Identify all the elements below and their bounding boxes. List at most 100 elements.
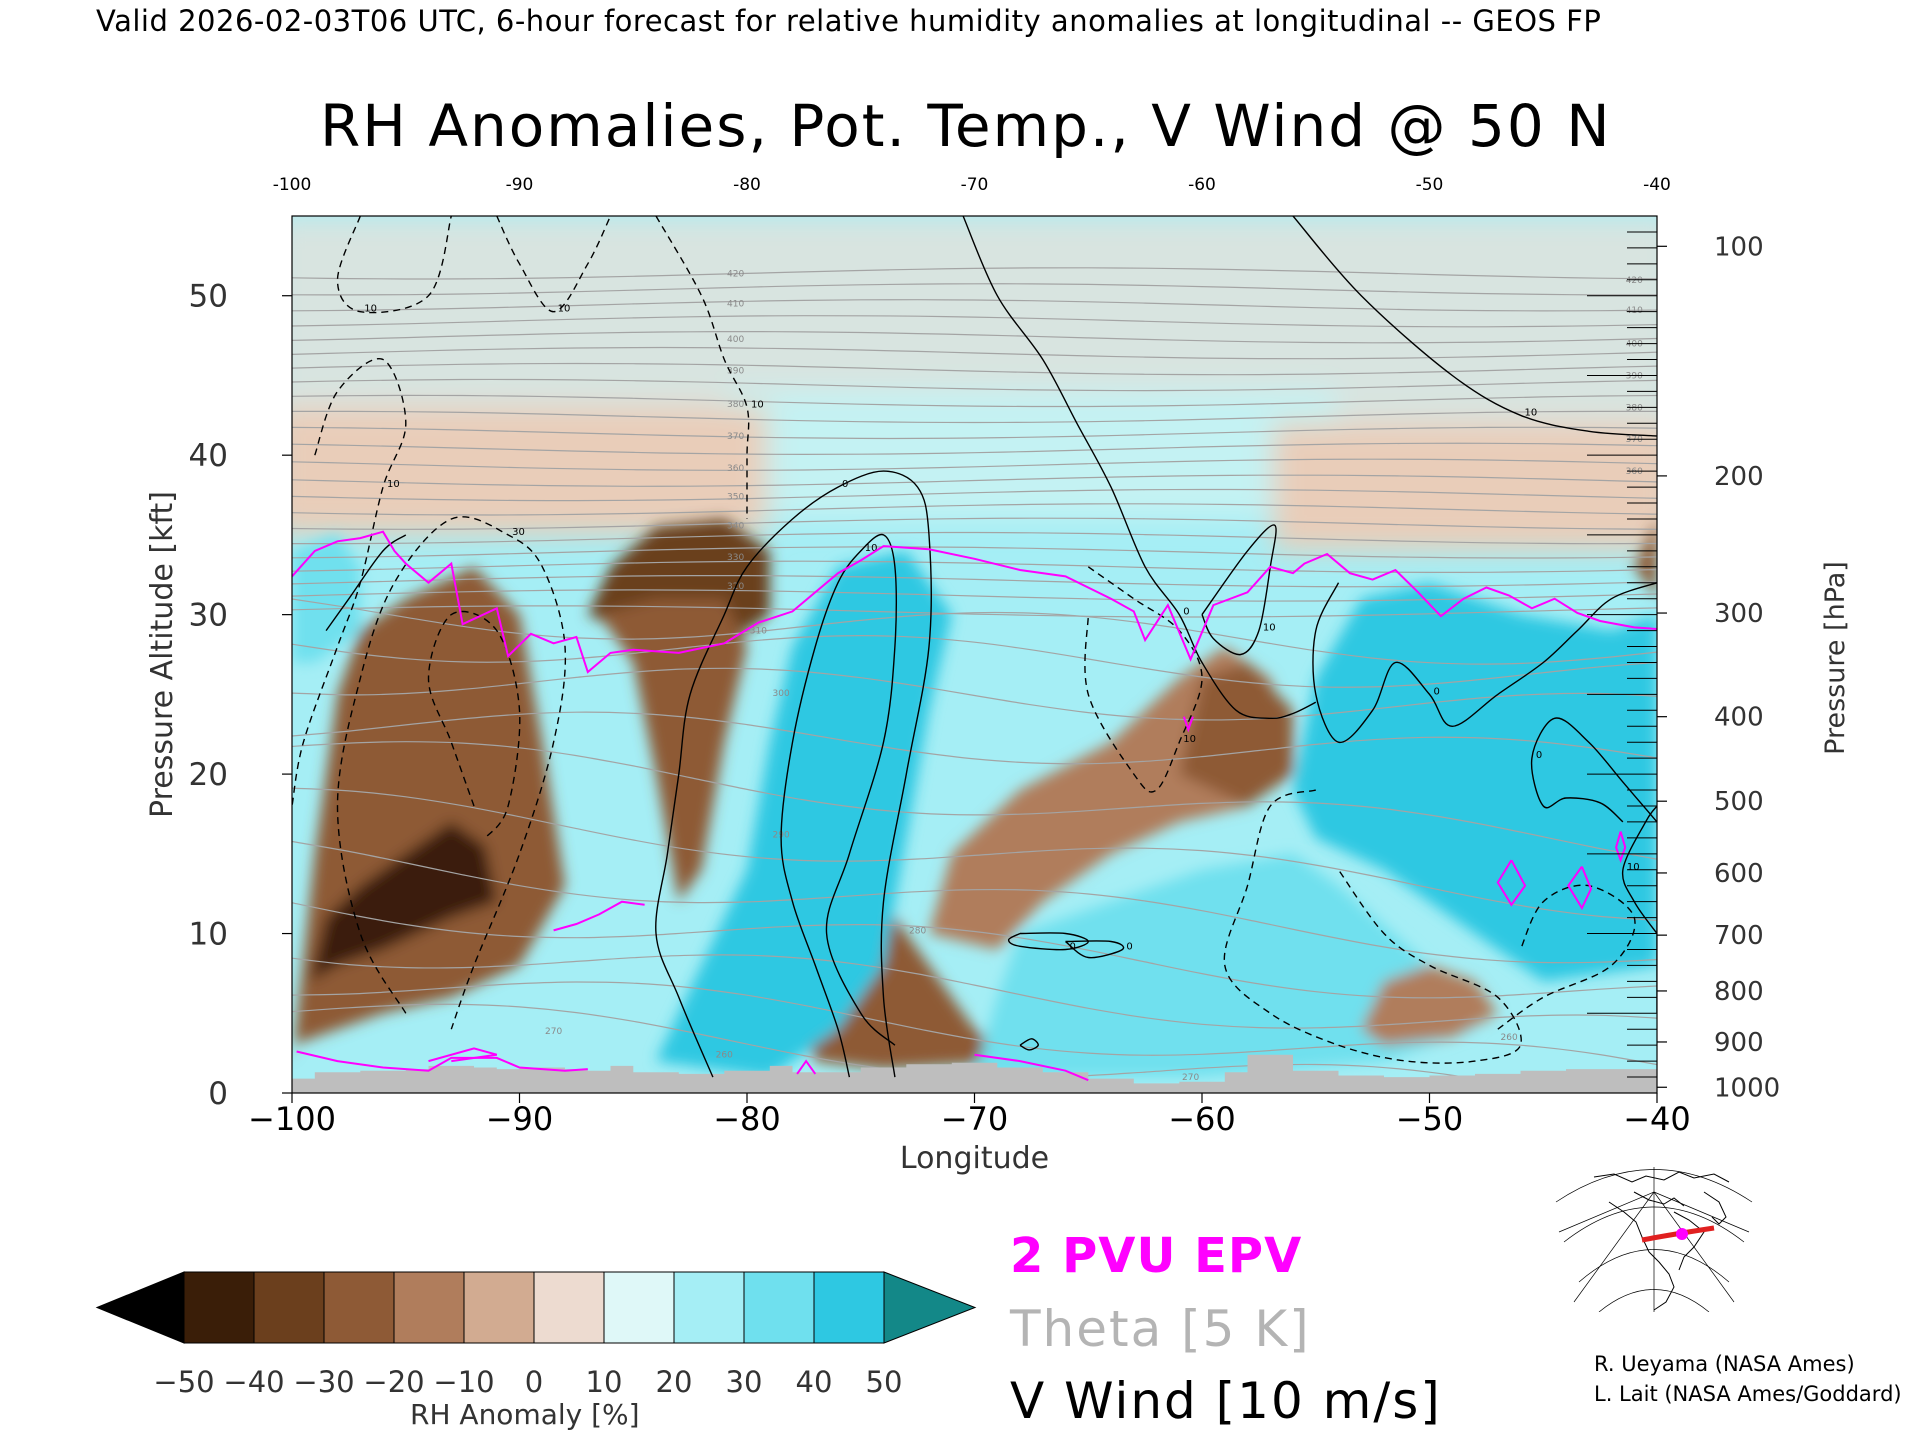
x-top-tick-label: -50 xyxy=(1416,175,1444,195)
pressure-tick-label: 500 xyxy=(1714,787,1764,817)
v-wind-label: 10 xyxy=(751,399,764,410)
v-wind-contour xyxy=(292,358,407,807)
theta-line xyxy=(292,488,1657,502)
theta-line xyxy=(292,362,1657,376)
theta-label: 340 xyxy=(727,521,744,531)
theta-label: 380 xyxy=(727,400,744,410)
credit-ueyama: R. Ueyama (NASA Ames) xyxy=(1594,1352,1855,1376)
rh-anomaly-region xyxy=(656,550,952,1078)
rh-anomaly-region xyxy=(1361,965,1498,1046)
theta-label: 400 xyxy=(1626,340,1643,350)
theta-label: 420 xyxy=(727,269,744,279)
v-wind-contours: 0 10 0 10 10 0 0 10 10 0 0 10 10 10 10 30 10 xyxy=(292,216,1657,1078)
pv2-feature xyxy=(1182,716,1194,733)
colorbar-cell xyxy=(533,1271,605,1344)
colorbar-tick-label: 20 xyxy=(656,1365,693,1399)
theta-line xyxy=(292,283,1657,296)
v-wind-contour xyxy=(1007,932,1090,951)
theta-line xyxy=(292,711,1657,765)
theta-label: 370 xyxy=(1626,435,1643,445)
theta-line xyxy=(292,546,1657,559)
v-wind-contour xyxy=(1530,717,1657,823)
colorbar-cell xyxy=(183,1271,255,1344)
pressure-tick-label: 200 xyxy=(1714,462,1764,492)
x-tick-label: −100 xyxy=(248,1100,336,1138)
theta-line xyxy=(292,503,1657,516)
x-tick-label: −60 xyxy=(1168,1100,1236,1138)
v-wind-label: 0 xyxy=(1070,941,1076,952)
v-wind-label: 10 xyxy=(364,304,377,315)
rh-band xyxy=(292,407,767,535)
theta-line xyxy=(292,605,1657,618)
v-wind-label: 10 xyxy=(558,304,571,315)
theta-label: 280 xyxy=(909,926,926,936)
v-wind-contour xyxy=(1223,789,1522,1064)
rh-anomaly-region xyxy=(1634,519,1657,599)
pv2-contours xyxy=(292,530,1657,1082)
x-axis-label: Longitude xyxy=(900,1141,1049,1176)
v-wind-contour xyxy=(427,610,521,839)
v-wind-label: 0 xyxy=(1126,941,1132,952)
theta-line xyxy=(292,517,1657,530)
x-top-tick-label: -80 xyxy=(733,175,761,195)
x-top-tick-label: -100 xyxy=(273,175,312,195)
theta-line xyxy=(292,589,1657,602)
v-wind-label: 10 xyxy=(865,543,878,554)
pressure-tick-label: 100 xyxy=(1714,232,1764,262)
pressure-tick-label: 700 xyxy=(1714,921,1764,951)
pv2-feature xyxy=(796,1059,817,1075)
theta-line xyxy=(292,902,1657,999)
y-tick-label: 20 xyxy=(189,757,228,793)
colorbar: −50 −40 −30 −20 −10 0 10 20 30 40 50 xyxy=(95,1271,977,1399)
v-wind-label: 10 xyxy=(1627,862,1640,873)
theta-label: 260 xyxy=(1501,1033,1518,1043)
colorbar-tick-label: −30 xyxy=(293,1365,354,1399)
theta-line xyxy=(292,474,1657,487)
theta-label: 400 xyxy=(727,335,744,345)
terrain-mask xyxy=(292,1054,1657,1093)
theta-line xyxy=(292,458,1657,471)
rh-band xyxy=(727,391,1336,519)
colorbar-cell xyxy=(323,1271,395,1344)
colorbar-tick-label: 10 xyxy=(586,1365,623,1399)
theta-label: 420 xyxy=(1626,276,1643,286)
v-wind-label: 0 xyxy=(842,479,848,490)
theta-label: 270 xyxy=(1182,1073,1199,1083)
rh-band xyxy=(1273,423,1657,551)
colorbar-label: RH Anomaly [%] xyxy=(410,1398,640,1431)
v-wind-label: 10 xyxy=(1183,734,1196,745)
y-tick-label: 30 xyxy=(189,598,228,634)
theta-label: 330 xyxy=(727,553,744,563)
theta-line xyxy=(292,315,1657,328)
pv2-tropopause xyxy=(292,530,1657,674)
v-wind-label: 10 xyxy=(1525,407,1538,418)
legend-epv: 2 PVU EPV xyxy=(1010,1228,1303,1284)
pressure-tick-label: 900 xyxy=(1714,1028,1764,1058)
colorbar-tick-label: 50 xyxy=(866,1365,903,1399)
theta-label: 260 xyxy=(716,1051,733,1061)
theta-line xyxy=(292,410,1657,424)
pressure-tick-label: 600 xyxy=(1714,859,1764,889)
colorbar-max-arrow xyxy=(883,1271,977,1344)
v-wind-label: 0 xyxy=(1183,607,1189,618)
x-top-tick-label: -60 xyxy=(1188,175,1216,195)
x-tick-label: −40 xyxy=(1623,1100,1691,1138)
pressure-tick-label: 800 xyxy=(1714,977,1764,1007)
v-wind-label: 10 xyxy=(387,479,400,490)
v-wind-contour xyxy=(1312,582,1657,743)
theta-label: 380 xyxy=(1626,403,1643,413)
x-top-tick-label: -90 xyxy=(506,175,534,195)
v-wind-contour xyxy=(1201,524,1277,656)
pressure-tick-label: 300 xyxy=(1714,599,1764,629)
v-wind-contour xyxy=(1292,216,1657,437)
x-top-tick-label: -70 xyxy=(961,175,989,195)
colorbar-cell xyxy=(253,1271,325,1344)
axes: −100 -100 −90 -90 −80 -80 −70 -70 −60 -60 −50 -50 −4… xyxy=(145,175,1851,1176)
v-wind-contour xyxy=(962,216,1317,720)
credit-lait: L. Lait (NASA Ames/Goddard) xyxy=(1594,1382,1902,1406)
colorbar-cell xyxy=(603,1271,675,1344)
legend-theta: Theta [5 K] xyxy=(1010,1300,1311,1358)
theta-label: 360 xyxy=(1626,467,1643,477)
pv2-feature xyxy=(296,1050,588,1072)
